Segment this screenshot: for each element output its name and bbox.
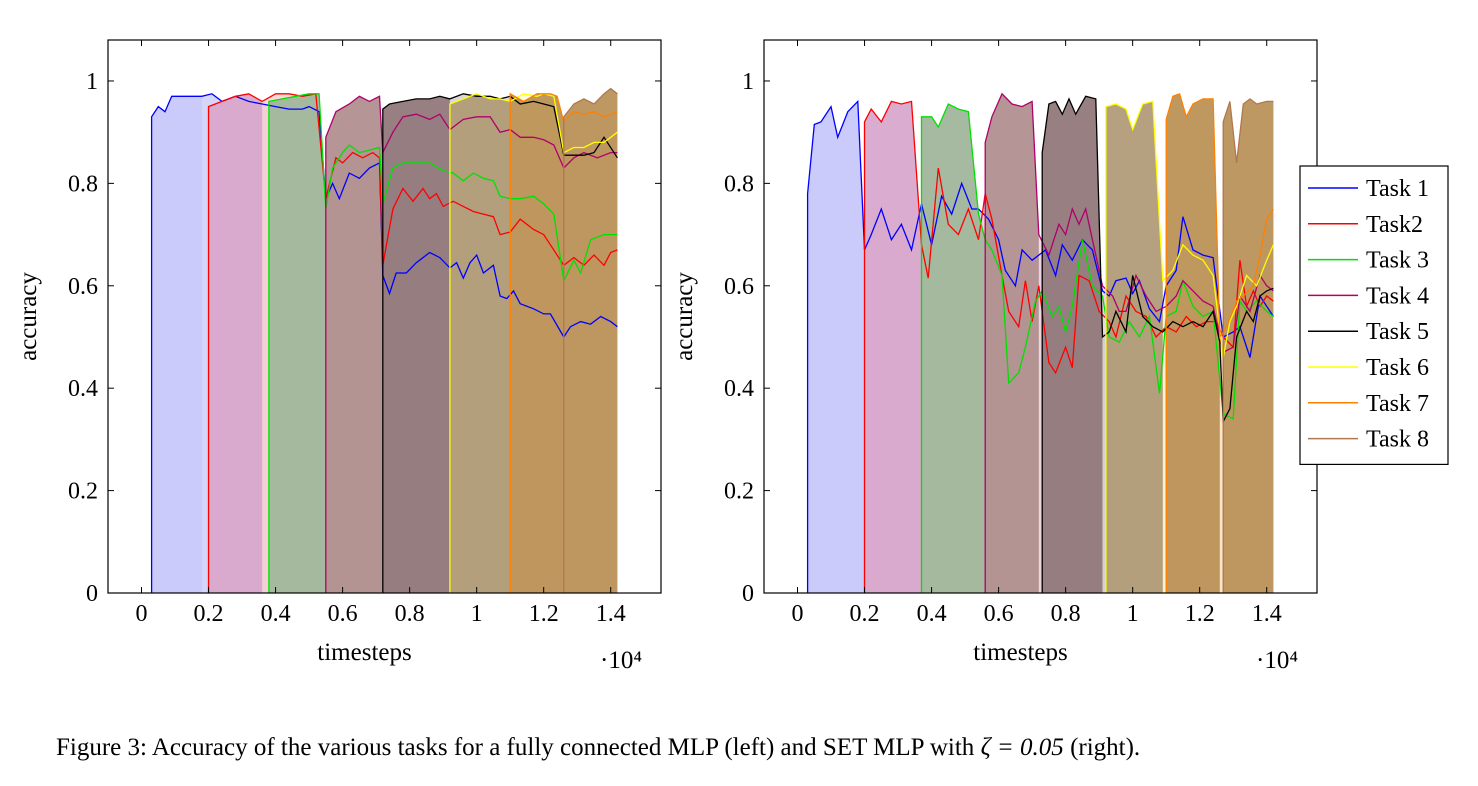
x-axis-multiplier: ·10⁴	[1256, 647, 1298, 674]
y-tick-label: 0.8	[724, 171, 754, 197]
x-axis-multiplier: ·10⁴	[600, 647, 642, 674]
y-tick-label: 1	[86, 69, 98, 95]
y-tick-label: 1	[742, 69, 754, 95]
x-tick-label: 0.6	[328, 601, 358, 627]
area-fill-5	[1042, 96, 1103, 594]
series-line-6	[1105, 100, 1274, 593]
series-line-1	[806, 99, 1274, 593]
left-chart-panel: 0 0.2 0.4 0.6 0.8 1 1.2 1.4 0 0.2 0.4 0.6 0.8 1 timest…	[15, 39, 662, 674]
legend-label-8: Task 8	[1366, 427, 1429, 453]
figure: 0 0.2 0.4 0.6 0.8 1 1.2 1.4 0 0.2 0.4 0.6 0.8 1 timest…	[15, 39, 1449, 674]
x-tick-label: 0.8	[1051, 601, 1081, 627]
series-line-6	[449, 93, 618, 593]
area-fill-2	[864, 101, 922, 594]
figure-caption: Figure 3: Accuracy of the various tasks …	[56, 734, 1456, 762]
y-tick-label: 0.4	[68, 376, 98, 402]
x-tick-label: 1	[1127, 601, 1139, 627]
y-axis-label: accuracy	[671, 272, 698, 361]
legend: Task 1 Task2 Task 3 Task 4 Task 5 Task 6 Task …	[1299, 165, 1449, 465]
caption-suffix: (right).	[1063, 734, 1141, 761]
x-tick-label: 0.2	[850, 601, 880, 627]
x-axis-label: timesteps	[317, 639, 411, 666]
caption-prefix: Figure 3: Accuracy of the various tasks …	[56, 734, 981, 761]
series-line-7	[509, 92, 618, 593]
y-tick-label: 0.8	[68, 171, 98, 197]
area-fill-8	[1223, 98, 1274, 594]
y-tick-label: 0.2	[68, 479, 98, 505]
x-tick-label: 0.8	[395, 601, 425, 627]
series-line-8	[563, 87, 618, 593]
x-tick-label: 0	[136, 601, 148, 627]
area-fill-6	[1105, 101, 1163, 594]
x-axis-label: timesteps	[973, 639, 1067, 666]
x-tick-label: 1.2	[529, 601, 559, 627]
area-fill-7	[510, 93, 564, 594]
legend-label-3: Task 3	[1366, 248, 1429, 274]
area-fill-2	[208, 93, 263, 594]
legend-label-2: Task2	[1366, 212, 1423, 238]
series-line-3	[920, 103, 1274, 593]
x-tick-label: 0.4	[917, 601, 947, 627]
legend-label-7: Task 7	[1366, 391, 1429, 417]
y-tick-label: 0.4	[724, 376, 754, 402]
x-tick-label: 1	[471, 601, 483, 627]
x-tick-label: 1.4	[1252, 601, 1282, 627]
x-tick-label: 0.2	[194, 601, 224, 627]
area-fill-1	[807, 101, 865, 594]
axes-frame	[107, 39, 662, 594]
area-fill-7	[1166, 93, 1220, 594]
legend-label-6: Task 6	[1366, 355, 1429, 381]
y-tick-label: 0.6	[724, 274, 754, 300]
area-fill-4	[325, 96, 383, 594]
right-chart-panel: 0 0.2 0.4 0.6 0.8 1 1.2 1.4 0 0.2 0.4 0.6 0.8 1 timest…	[671, 39, 1318, 674]
x-tick-label: 0.6	[984, 601, 1014, 627]
x-tick-label: 0	[792, 601, 804, 627]
series-line-7	[1165, 92, 1274, 593]
caption-math: ζ = 0.05	[980, 734, 1064, 761]
y-tick-label: 0.6	[68, 274, 98, 300]
series-line-3	[268, 93, 618, 593]
series-line-2	[207, 93, 618, 593]
y-tick-label: 0	[86, 581, 98, 607]
x-tick-label: 1.4	[596, 601, 626, 627]
area-fill-4	[985, 93, 1039, 594]
series-line-4	[325, 95, 618, 593]
area-fill-1	[151, 96, 202, 594]
area-fill-6	[449, 93, 511, 594]
area-fill-5	[382, 96, 450, 594]
area-fill-8	[563, 88, 618, 593]
x-tick-label: 1.2	[1185, 601, 1215, 627]
legend-label-1: Task 1	[1366, 176, 1429, 202]
legend-label-4: Task 4	[1366, 283, 1429, 309]
series-line-5	[1041, 95, 1274, 593]
series-line-4	[984, 92, 1274, 593]
y-tick-label: 0.2	[724, 479, 754, 505]
y-tick-label: 0	[742, 581, 754, 607]
legend-box	[1299, 165, 1449, 465]
legend-label-5: Task 5	[1366, 319, 1429, 345]
area-fill-3	[268, 93, 326, 594]
y-axis-label: accuracy	[15, 272, 42, 361]
area-fill-3	[921, 104, 986, 593]
x-tick-label: 0.4	[261, 601, 291, 627]
series-line-8	[1222, 98, 1274, 593]
